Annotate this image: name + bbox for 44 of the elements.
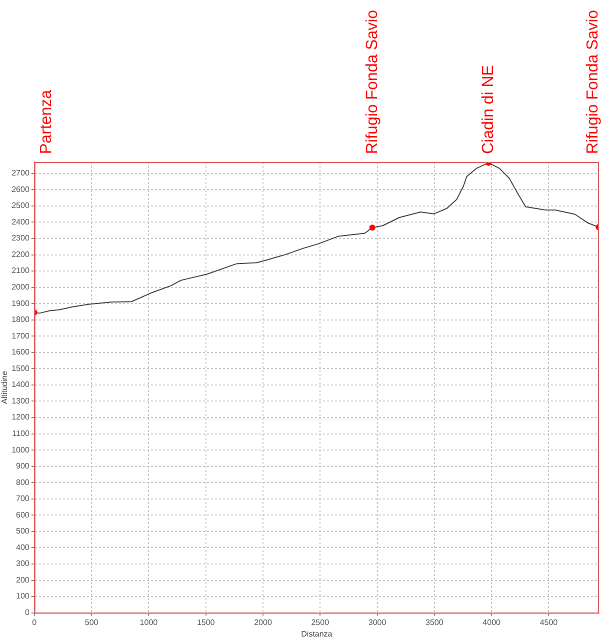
x-tick-label: 4500 bbox=[540, 618, 558, 627]
y-tick-label: 1100 bbox=[12, 428, 30, 438]
y-tick-label: 800 bbox=[16, 478, 30, 487]
x-tick-label: 500 bbox=[84, 618, 99, 627]
text: Ciadin di NE bbox=[480, 65, 497, 154]
y-tick-label: 1500 bbox=[12, 364, 30, 373]
x-tick-label: 3000 bbox=[368, 618, 387, 627]
x-tick-label: 2500 bbox=[311, 618, 330, 627]
y-tick-label: 1000 bbox=[12, 445, 30, 454]
y-tick-label: 500 bbox=[16, 526, 30, 536]
y-tick-label: 200 bbox=[16, 575, 30, 584]
y-tick-label: 2200 bbox=[12, 250, 30, 259]
y-tick-label: 2500 bbox=[12, 201, 30, 210]
y-tick-label: 1900 bbox=[12, 298, 30, 308]
x-tick-label: 2000 bbox=[254, 618, 272, 627]
y-tick-label: 2000 bbox=[12, 282, 30, 292]
y-tick-label: 1200 bbox=[12, 412, 30, 422]
text: Partenza bbox=[38, 90, 55, 154]
y-tick-label: 1400 bbox=[12, 380, 30, 390]
y-tick-label: 600 bbox=[16, 510, 30, 520]
y-tick-label: 700 bbox=[16, 494, 30, 504]
y-tick-label: 2600 bbox=[12, 184, 30, 194]
y-tick-label: 1300 bbox=[12, 396, 30, 406]
y-tick-label: 2700 bbox=[12, 168, 30, 178]
y-tick-label: 1800 bbox=[12, 315, 30, 324]
x-tick-label: 4000 bbox=[482, 618, 502, 627]
x-tick-label: 0 bbox=[32, 618, 38, 627]
y-tick-label: 1700 bbox=[12, 331, 30, 340]
y-tick-label: 2300 bbox=[12, 234, 30, 243]
y-tick-label: 2400 bbox=[12, 217, 30, 226]
x-tick-label: 1000 bbox=[140, 618, 158, 627]
x-tick-label: 3500 bbox=[426, 618, 444, 627]
y-tick-label: 0 bbox=[24, 608, 30, 618]
y-tick-label: 2100 bbox=[12, 266, 30, 276]
y-axis-title: Altitudine bbox=[0, 370, 10, 404]
y-tick-label: 300 bbox=[16, 559, 30, 568]
y-tick-label: 900 bbox=[16, 462, 30, 471]
text: Rifugio Fonda Savio bbox=[584, 10, 602, 154]
y-tick-label: 100 bbox=[16, 592, 30, 601]
text: Rifugio Fonda Savio bbox=[364, 10, 381, 154]
x-axis-title: Distanza bbox=[301, 629, 333, 638]
y-tick-label: 1600 bbox=[12, 348, 30, 357]
y-tick-label: 400 bbox=[16, 542, 30, 552]
x-tick-label: 1500 bbox=[196, 618, 216, 627]
